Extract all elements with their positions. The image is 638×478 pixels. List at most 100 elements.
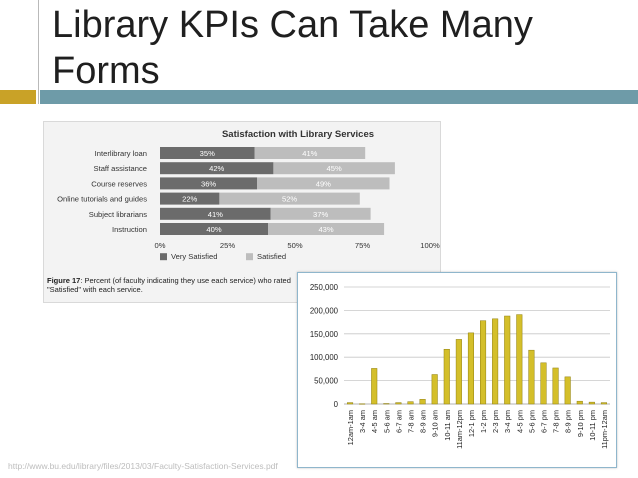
hourly-bar bbox=[516, 314, 523, 405]
hourly-bar bbox=[564, 376, 571, 405]
hourly-x-tick: 9-10 am bbox=[431, 410, 440, 437]
satisfaction-x-tick: 0% bbox=[155, 241, 166, 250]
hourly-x-tick: 6-7 am bbox=[394, 410, 403, 433]
figure-caption: Figure 17: Percent (of faculty indicatin… bbox=[47, 276, 297, 294]
bar-value-label: 45% bbox=[327, 164, 342, 173]
hourly-y-tick: 250,000 bbox=[310, 283, 339, 292]
satisfaction-category-label: Staff assistance bbox=[94, 164, 147, 173]
satisfaction-category-label: Course reserves bbox=[91, 179, 147, 188]
satisfaction-x-tick: 25% bbox=[220, 241, 235, 250]
very-satisfied-bar bbox=[160, 147, 255, 159]
hourly-y-tick: 100,000 bbox=[310, 353, 339, 362]
legend-swatch bbox=[160, 253, 167, 261]
accent-band-teal bbox=[40, 90, 638, 104]
bar-value-label: 37% bbox=[313, 210, 328, 219]
bar-value-label: 49% bbox=[316, 179, 331, 188]
bar-value-label: 41% bbox=[208, 210, 223, 219]
hourly-bar bbox=[540, 362, 547, 405]
bar-value-label: 22% bbox=[182, 195, 197, 204]
satisfaction-category-label: Online tutorials and guides bbox=[57, 195, 147, 204]
satisfaction-category-label: Interlibrary loan bbox=[95, 149, 147, 158]
satisfied-bar bbox=[270, 207, 371, 220]
hourly-bar bbox=[528, 349, 535, 405]
very-satisfied-bar bbox=[160, 177, 258, 190]
source-url: http://www.bu.edu/library/files/2013/03/… bbox=[8, 461, 278, 471]
hourly-x-tick: 12am-1am bbox=[346, 410, 355, 445]
satisfied-bar bbox=[219, 192, 360, 205]
very-satisfied-bar bbox=[160, 207, 271, 220]
title-divider-line bbox=[38, 0, 39, 104]
bar-value-label: 35% bbox=[200, 149, 215, 158]
hourly-x-tick: 5-6 pm bbox=[527, 410, 536, 433]
hourly-y-tick: 200,000 bbox=[310, 306, 339, 315]
satisfied-bar bbox=[273, 162, 395, 175]
hourly-bar bbox=[371, 368, 378, 405]
satisfaction-x-tick: 50% bbox=[287, 241, 302, 250]
legend-swatch bbox=[246, 253, 253, 261]
satisfaction-chart: Satisfaction with Library Services Interl… bbox=[57, 129, 440, 261]
hourly-bar bbox=[431, 374, 438, 405]
hourly-chart-panel: 0 50,000 100,000 150,000 200,000 250,000 12am-… bbox=[297, 272, 617, 468]
hourly-bar bbox=[600, 402, 607, 405]
satisfaction-category-label: Subject librarians bbox=[89, 210, 147, 219]
satisfaction-x-tick: 75% bbox=[355, 241, 370, 250]
hourly-y-tick: 0 bbox=[334, 400, 339, 409]
bar-value-label: 41% bbox=[302, 149, 317, 158]
hourly-bar bbox=[467, 332, 474, 405]
hourly-y-tick: 150,000 bbox=[310, 330, 339, 339]
very-satisfied-bar bbox=[160, 162, 274, 175]
hourly-x-tick: 10-11 am bbox=[443, 410, 452, 441]
slide-title: Library KPIs Can Take Many Forms bbox=[52, 4, 533, 92]
hourly-bar bbox=[395, 402, 402, 405]
hourly-x-tick: 8-9 am bbox=[419, 410, 428, 433]
figure-caption-label: Figure 17 bbox=[47, 276, 81, 285]
hourly-x-tick: 9-10 pm bbox=[576, 410, 585, 437]
hourly-y-tick: 50,000 bbox=[314, 377, 339, 386]
hourly-x-tick: 8-9 pm bbox=[564, 410, 573, 433]
hourly-x-tick: 12-1 pm bbox=[467, 410, 476, 437]
legend-label: Satisfied bbox=[257, 252, 286, 261]
hourly-bar bbox=[347, 402, 354, 405]
hourly-x-tick: 7-8 pm bbox=[552, 410, 561, 433]
hourly-x-tick: 11pm-12am bbox=[600, 410, 609, 449]
hourly-bar bbox=[383, 403, 390, 405]
hourly-bar bbox=[552, 367, 559, 405]
satisfied-bar bbox=[254, 147, 366, 159]
satisfaction-chart-title: Satisfaction with Library Services bbox=[222, 129, 374, 140]
hourly-x-tick: 7-8 am bbox=[407, 410, 416, 433]
hourly-x-tick: 2-3 pm bbox=[491, 410, 500, 433]
hourly-x-tick: 6-7 pm bbox=[540, 410, 549, 433]
satisfaction-category-label: Instruction bbox=[112, 225, 147, 234]
hourly-x-tick: 3-4 pm bbox=[503, 410, 512, 433]
hourly-bar bbox=[455, 339, 462, 405]
very-satisfied-bar bbox=[160, 192, 220, 205]
hourly-x-tick: 10-11 pm bbox=[588, 410, 597, 441]
satisfaction-x-tick: 100% bbox=[420, 241, 440, 250]
hourly-x-tick: 5-6 am bbox=[382, 410, 391, 433]
bar-value-label: 43% bbox=[318, 225, 333, 234]
bar-value-label: 36% bbox=[201, 179, 216, 188]
legend-label: Very Satisfied bbox=[171, 252, 217, 261]
satisfied-bar bbox=[268, 223, 385, 235]
hourly-x-tick: 11am-12pm bbox=[455, 410, 464, 449]
hourly-bar bbox=[443, 348, 450, 405]
hourly-bar bbox=[419, 399, 426, 405]
hourly-bar bbox=[576, 400, 583, 405]
hourly-x-tick: 1-2 pm bbox=[479, 410, 488, 433]
hourly-bar bbox=[407, 401, 414, 405]
hourly-x-tick: 4-5 am bbox=[370, 410, 379, 433]
hourly-usage-chart: 0 50,000 100,000 150,000 200,000 250,000 12am-… bbox=[310, 283, 610, 449]
bar-value-label: 40% bbox=[206, 225, 221, 234]
hourly-x-tick: 3-4 am bbox=[358, 410, 367, 433]
hourly-x-tick: 4-5 pm bbox=[515, 410, 524, 433]
bar-value-label: 52% bbox=[282, 195, 297, 204]
satisfied-bar bbox=[257, 177, 390, 190]
very-satisfied-bar bbox=[160, 223, 268, 235]
bar-value-label: 42% bbox=[209, 164, 224, 173]
satisfaction-chart-panel: Satisfaction with Library Services Interl… bbox=[43, 121, 441, 303]
hourly-bar bbox=[492, 318, 499, 405]
hourly-bar bbox=[359, 403, 366, 405]
hourly-bar bbox=[588, 401, 595, 405]
accent-band-gold bbox=[0, 90, 36, 104]
figure-caption-text: : Percent (of faculty indicating they us… bbox=[47, 276, 291, 294]
